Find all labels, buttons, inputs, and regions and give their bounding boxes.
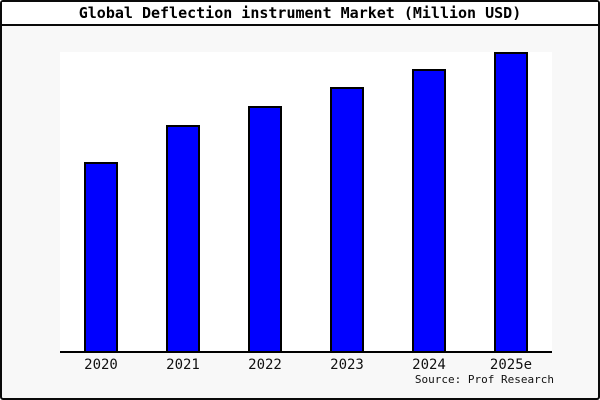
bar-2023 xyxy=(330,86,364,351)
x-tick-label-2023: 2023 xyxy=(330,357,364,373)
bar-slot-2021 xyxy=(142,52,224,351)
chart-title: Global Deflection instrument Market (Mil… xyxy=(78,4,522,22)
x-axis-labels: 2020 2021 2022 2023 2024 2025e xyxy=(60,357,552,373)
bar-2022 xyxy=(248,105,282,351)
bar-2020 xyxy=(84,162,118,351)
x-tick-label-2024: 2024 xyxy=(412,357,446,373)
plot-area xyxy=(60,52,552,353)
x-tick-label-2020: 2020 xyxy=(84,357,118,373)
bar-2025e xyxy=(494,52,528,351)
bar-slot-2024 xyxy=(388,52,470,351)
bar-slot-2025e xyxy=(470,52,552,351)
bar-slot-2020 xyxy=(60,52,142,351)
x-tick-label-2021: 2021 xyxy=(166,357,200,373)
bar-2024 xyxy=(412,69,446,351)
title-bar: Global Deflection instrument Market (Mil… xyxy=(2,2,598,26)
bar-slot-2022 xyxy=(224,52,306,351)
bar-2021 xyxy=(166,124,200,351)
x-tick-label-2025e: 2025e xyxy=(489,357,533,373)
x-tick-label-2022: 2022 xyxy=(248,357,282,373)
source-note: Source: Prof Research xyxy=(414,373,554,386)
bar-slot-2023 xyxy=(306,52,388,351)
